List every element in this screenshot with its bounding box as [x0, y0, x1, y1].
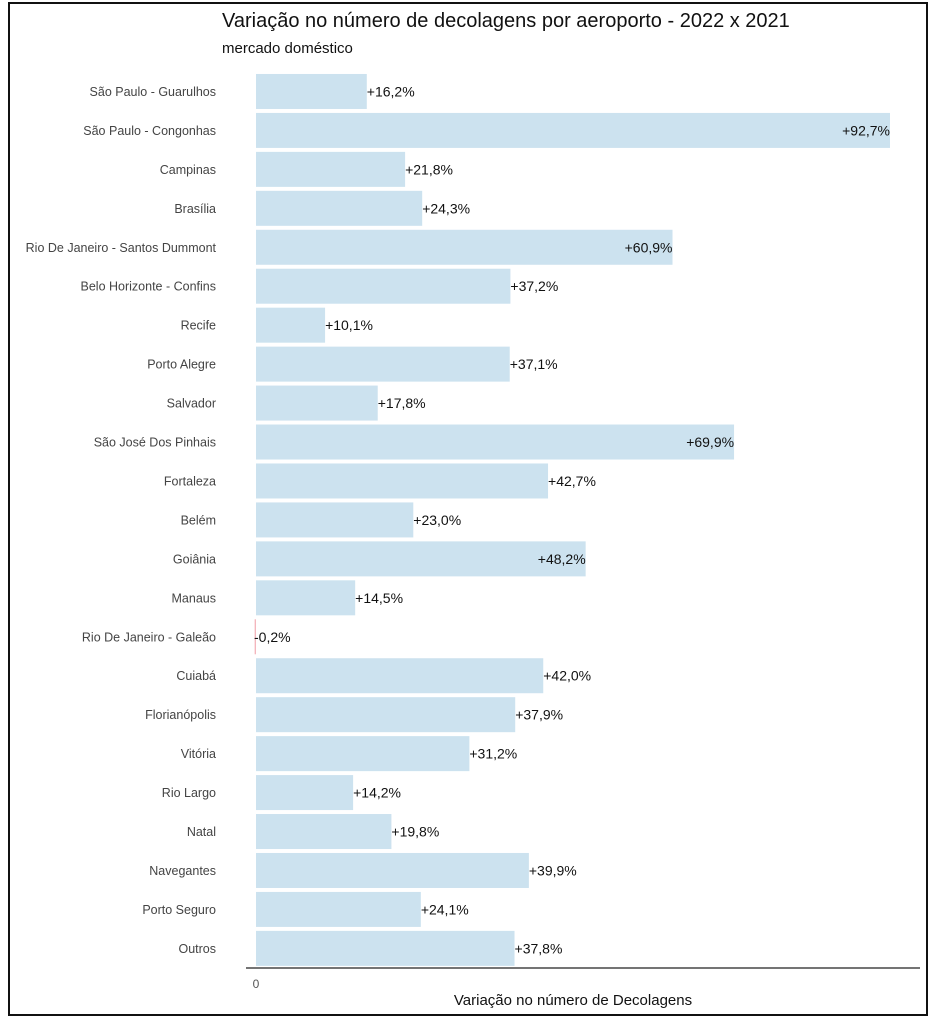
category-label: Rio De Janeiro - Galeão: [82, 630, 216, 644]
data-label: +69,9%: [686, 434, 734, 450]
category-label: Salvador: [167, 397, 216, 411]
data-label: +37,9%: [515, 707, 563, 723]
data-label: +37,1%: [510, 356, 558, 372]
data-label: +14,5%: [355, 590, 403, 606]
category-label: São José Dos Pinhais: [94, 436, 216, 450]
data-label: +19,8%: [391, 824, 439, 840]
bar: [256, 112, 890, 148]
data-label: +37,2%: [510, 278, 558, 294]
bars-group: [254, 73, 890, 966]
bar: [256, 891, 421, 927]
chart-title: Variação no número de decolagens por aer…: [222, 10, 790, 32]
chart-frame: [8, 2, 928, 1016]
bar: [256, 852, 529, 888]
category-label: Natal: [187, 825, 216, 839]
category-label: Vitória: [181, 747, 216, 761]
category-label: São Paulo - Guarulhos: [90, 85, 216, 99]
category-label: Porto Alegre: [147, 358, 216, 372]
data-label: +60,9%: [625, 239, 673, 255]
data-label: +37,8%: [515, 940, 563, 956]
data-label: +16,2%: [367, 83, 415, 99]
x-axis-title: Variação no número de Decolagens: [453, 992, 693, 1009]
data-label: +10,1%: [325, 317, 373, 333]
category-label: Belém: [181, 513, 216, 527]
category-label: Recife: [181, 319, 216, 333]
bar: [256, 541, 586, 577]
category-label: Belo Horizonte - Confins: [81, 280, 216, 294]
category-label: Porto Seguro: [142, 903, 216, 917]
bar: [256, 385, 378, 421]
bar: [256, 268, 511, 304]
data-label: +24,1%: [421, 901, 469, 917]
category-label: Rio De Janeiro - Santos Dummont: [26, 241, 217, 255]
bar: [256, 697, 516, 733]
data-label: +42,0%: [543, 668, 591, 684]
data-label: +23,0%: [413, 512, 461, 528]
bar: [256, 814, 392, 850]
bar: [254, 619, 256, 655]
category-label: São Paulo - Congonhas: [83, 124, 216, 138]
category-label: Navegantes: [149, 864, 216, 878]
bar: [256, 658, 544, 694]
data-label: +92,7%: [842, 122, 890, 138]
bar: [256, 73, 367, 109]
x-tick-label: 0: [253, 977, 260, 991]
bar: [256, 307, 326, 343]
bar: [256, 580, 356, 616]
category-label: Florianópolis: [145, 708, 216, 722]
chart-subtitle: mercado doméstico: [222, 40, 353, 57]
category-label: Campinas: [160, 163, 216, 177]
category-label: Brasília: [174, 202, 216, 216]
bar: [256, 736, 470, 772]
data-label: +17,8%: [378, 395, 426, 411]
category-label: Cuiabá: [176, 669, 216, 683]
category-label: Fortaleza: [164, 474, 216, 488]
category-label: Manaus: [172, 591, 216, 605]
data-label: +21,8%: [405, 161, 453, 177]
bar: [256, 151, 406, 187]
bar: [256, 930, 515, 966]
bar: [256, 346, 510, 382]
bar: [256, 502, 414, 538]
category-labels: São Paulo - Guarulhos São Paulo - Congonh…: [26, 85, 217, 956]
data-label: +42,7%: [548, 473, 596, 489]
data-label: +48,2%: [538, 551, 586, 567]
data-label: -0,2%: [254, 629, 291, 645]
data-label: +14,2%: [353, 785, 401, 801]
value-labels: +16,2% +92,7% +21,8% +24,3% +60,9% +37,2% +10,…: [254, 83, 890, 956]
category-label: Rio Largo: [162, 786, 216, 800]
bar: [256, 463, 549, 499]
bar: [256, 229, 673, 265]
category-label: Goiânia: [173, 552, 216, 566]
data-label: +39,9%: [529, 862, 577, 878]
data-label: +24,3%: [422, 200, 470, 216]
data-label: +31,2%: [469, 746, 517, 762]
category-label: Outros: [178, 942, 216, 956]
bar: [256, 190, 423, 226]
bar: [256, 424, 735, 460]
bar: [256, 775, 354, 811]
